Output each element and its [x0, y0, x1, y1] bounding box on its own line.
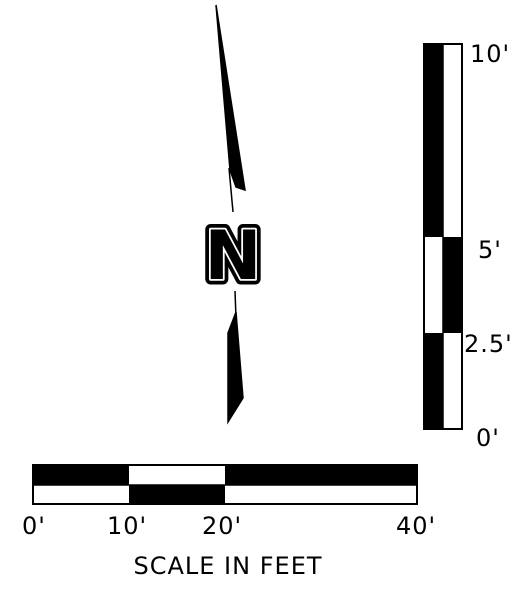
vertical-scale-label-2-5: 2.5'	[464, 330, 513, 358]
vertical-scale-seg-left-bottom	[424, 333, 443, 429]
north-arrow-letter-group: N N	[199, 212, 267, 302]
horizontal-scale-bar: 0' 10' 20' 40' SCALE IN FEET	[22, 464, 436, 580]
vertical-scale-seg-right-top	[443, 44, 462, 237]
vertical-scale-label-5: 5'	[478, 236, 502, 264]
horizontal-scale-seg-top-2	[129, 465, 225, 485]
horizontal-scale-label-0: 0'	[22, 512, 46, 540]
horizontal-scale-seg-bottom-2	[129, 485, 225, 504]
vertical-scale-seg-left-mid	[424, 237, 443, 333]
horizontal-scale-seg-top-3	[225, 465, 417, 485]
north-arrow-letter: N	[205, 217, 262, 296]
vertical-scale-label-10: 10'	[470, 40, 510, 68]
vertical-scale-seg-left-top	[424, 44, 443, 237]
horizontal-scale-label-20: 20'	[202, 512, 242, 540]
horizontal-scale-seg-bottom-3	[225, 485, 417, 504]
north-arrow-upper-tick	[228, 167, 234, 213]
scale-caption: SCALE IN FEET	[133, 552, 322, 580]
horizontal-scale-label-10: 10'	[107, 512, 147, 540]
vertical-scale-seg-right-bottom	[443, 333, 462, 429]
north-arrow-lower-tail	[227, 311, 244, 425]
vertical-scale-seg-right-mid	[443, 237, 462, 333]
vertical-scale-bar: 10' 5' 2.5' 0'	[423, 40, 513, 452]
horizontal-scale-seg-bottom-1	[33, 485, 129, 504]
north-arrow-upper-needle	[215, 4, 246, 192]
north-arrow: N N	[199, 4, 267, 425]
north-arrow-letter-outline: N	[205, 217, 262, 296]
horizontal-scale-seg-top-1	[33, 465, 129, 485]
vertical-scale-label-0: 0'	[476, 424, 500, 452]
horizontal-scale-label-40: 40'	[396, 512, 436, 540]
